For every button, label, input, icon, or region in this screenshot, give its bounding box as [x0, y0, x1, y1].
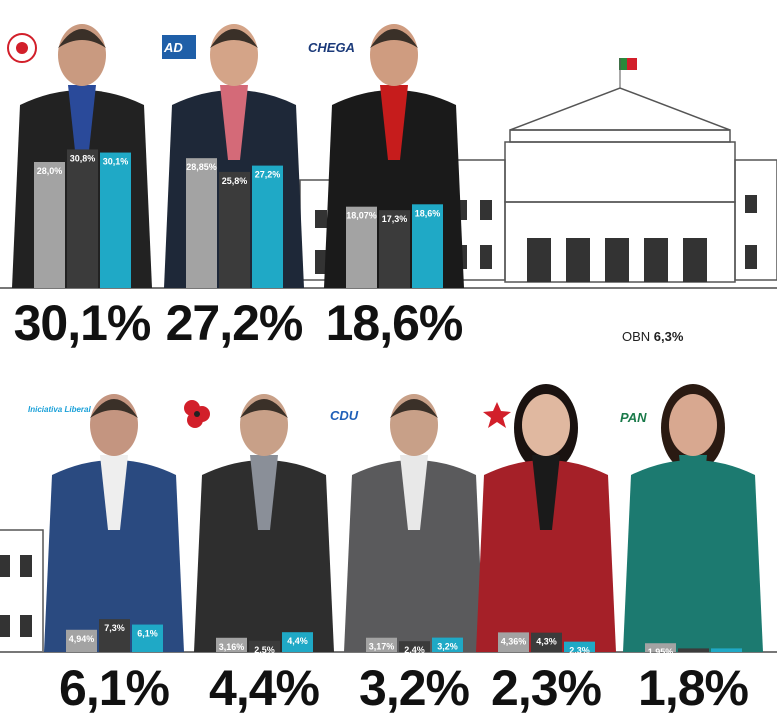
bar [67, 149, 98, 288]
shirt [100, 455, 128, 530]
value-label: 3,16% [219, 642, 245, 652]
value-label: 4,4% [287, 636, 308, 646]
shirt [250, 455, 278, 530]
shirt [679, 455, 707, 530]
result-label: 3,2% [359, 660, 470, 716]
bar [99, 619, 130, 652]
result-label: 18,6% [326, 295, 463, 351]
bar [498, 632, 529, 652]
bar [531, 632, 562, 652]
party-logo: AD [163, 40, 183, 55]
shirt [220, 85, 248, 160]
value-label: 3,17% [369, 642, 395, 652]
value-label: 4,94% [69, 634, 95, 644]
bar [711, 648, 742, 652]
hair [390, 399, 438, 418]
result-label: 1,8% [638, 660, 749, 716]
result-label: 6,1% [59, 660, 170, 716]
bar [100, 152, 131, 288]
party-logo: CDU [330, 408, 359, 423]
bar [432, 637, 463, 652]
result-label: 4,4% [209, 660, 320, 716]
value-label: 2,4% [404, 645, 425, 655]
party-panel: PAN 1,95% 0,8% 0,8%1,8% [620, 384, 763, 716]
value-label: 0,8% [683, 652, 704, 662]
value-label: 0,8% [716, 652, 737, 662]
face [669, 394, 717, 456]
torso [44, 460, 184, 652]
party-panel: AD 28,85% 25,8% 27,2% 27,2% [162, 24, 304, 351]
torso [194, 460, 334, 652]
bar [366, 637, 397, 652]
value-label: 28,85% [186, 162, 217, 172]
value-label: 28,0% [37, 166, 63, 176]
bar [678, 648, 709, 652]
value-label: 2,5% [254, 645, 275, 655]
value-label: 1,95% [648, 647, 674, 657]
bar [412, 204, 443, 288]
value-label: 25,8% [222, 176, 248, 186]
value-label: 30,8% [70, 153, 96, 163]
value-label: 7,3% [104, 623, 125, 633]
result-label: 30,1% [14, 295, 151, 351]
hair [240, 399, 288, 418]
hair [58, 29, 106, 48]
shirt [532, 455, 560, 530]
value-label: 3,2% [437, 642, 458, 652]
result-label: 2,3% [491, 660, 602, 716]
bar [249, 640, 280, 652]
bar [219, 171, 250, 288]
value-label: 2,3% [569, 646, 590, 656]
value-label: 18,6% [415, 208, 441, 218]
party-icons [7, 33, 511, 428]
hair [210, 29, 258, 48]
bar [34, 162, 65, 288]
party-panel: CDU 3,17% 2,4% 3,2% 3,2% [330, 394, 484, 716]
bar [282, 632, 313, 652]
party-panel: 3,16% 2,5% 4,4% 4,4% [194, 394, 334, 716]
party-logo: Iniciativa Liberal [28, 405, 91, 414]
bar [66, 629, 97, 652]
face [522, 394, 570, 456]
party-panel: CHEGA 18,07% 17,3% 18,6% 18,6% [308, 24, 464, 351]
bar [346, 206, 377, 288]
party-panel: Iniciativa Liberal 4,94% 7,3% 6,1% 6,1% [28, 394, 184, 716]
party-panel: 4,36% 4,3% 2,3% 2,3% [476, 384, 616, 716]
party-panel: 28,0% 30,8% 30,1% 30,1% [12, 24, 152, 351]
bar [186, 158, 217, 288]
logo-box [162, 35, 196, 59]
party-logo: PAN [620, 410, 647, 425]
bar [252, 165, 283, 288]
value-label: 27,2% [255, 170, 281, 180]
shirt [400, 455, 428, 530]
note: OBN 6,3% [622, 329, 684, 344]
value-label: 18,07% [346, 211, 377, 221]
torso [344, 460, 484, 652]
result-label: 27,2% [166, 295, 303, 351]
bar [216, 637, 247, 652]
bar [132, 624, 163, 652]
value-label: 4,3% [536, 637, 557, 647]
hair [90, 399, 138, 418]
value-label: 17,3% [382, 214, 408, 224]
value-label: 4,36% [501, 636, 527, 646]
shirt [380, 85, 408, 160]
bar [645, 643, 676, 652]
torso [623, 460, 763, 652]
bar [564, 641, 595, 652]
torso [476, 460, 616, 652]
value-label: 30,1% [103, 157, 129, 167]
party-logo: CHEGA [308, 40, 355, 55]
shirt [68, 85, 96, 160]
bar [399, 641, 430, 652]
bar [379, 210, 410, 288]
value-label: 6,1% [137, 629, 158, 639]
hair [370, 29, 418, 48]
